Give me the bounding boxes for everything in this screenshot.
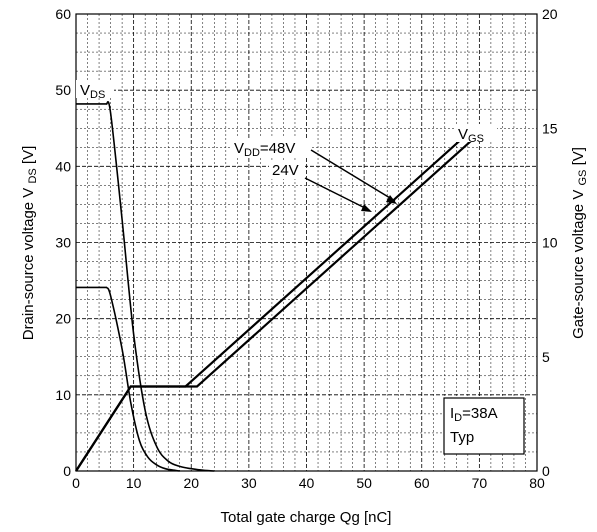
x-tick-label: 10 [126,475,142,491]
x-tick-label: 20 [183,475,199,491]
y-left-tick-label: 60 [55,6,71,22]
y-left-tick-label: 40 [55,158,71,174]
y-left-tick-label: 0 [63,463,71,479]
y-right-tick-label: 10 [542,235,558,251]
y-left-tick-label: 30 [55,235,71,251]
y-right-tick-label: 0 [542,463,550,479]
x-tick-label: 40 [299,475,315,491]
y-left-tick-label: 20 [55,311,71,327]
vgs-label: VGS [455,124,497,145]
vds-label: VDS [76,80,114,101]
y-right-tick-label: 20 [542,6,558,22]
svg-text:VDD=48V: VDD=48V [234,140,295,159]
y-left-tick-label: 50 [55,82,71,98]
x-axis-label: Total gate charge Qg [nC] [221,509,392,526]
condition-box: ID=38A Typ [443,397,525,455]
x-tick-label: 80 [529,475,545,491]
y-right-tick-label: 15 [542,120,558,136]
x-tick-label: 50 [356,475,372,491]
svg-text:24V: 24V [272,162,299,179]
y-left-axis-label: Drain-source voltage V DS [V] [20,146,39,341]
x-tick-label: 0 [72,475,80,491]
x-tick-label: 60 [414,475,430,491]
arrow-vdd48 [310,149,397,204]
x-tick-label: 70 [472,475,488,491]
vdd48-label: VDD=48V [231,138,311,159]
vdd24-label: 24V [269,160,305,179]
y-right-tick-label: 5 [542,349,550,365]
series-line-4 [75,127,475,472]
y-right-axis-label: Gate-source voltage V GS [V] [570,147,589,339]
svg-text:ID=38A: ID=38A [450,405,498,424]
arrow-vdd24 [304,177,372,212]
series-line-1 [76,100,215,472]
series-layer [75,100,486,472]
series-line-2 [76,286,180,472]
plot-frame [75,13,538,472]
y-left-tick-label: 10 [55,387,71,403]
x-tick-label: 30 [241,475,257,491]
svg-text:Typ: Typ [450,429,474,446]
